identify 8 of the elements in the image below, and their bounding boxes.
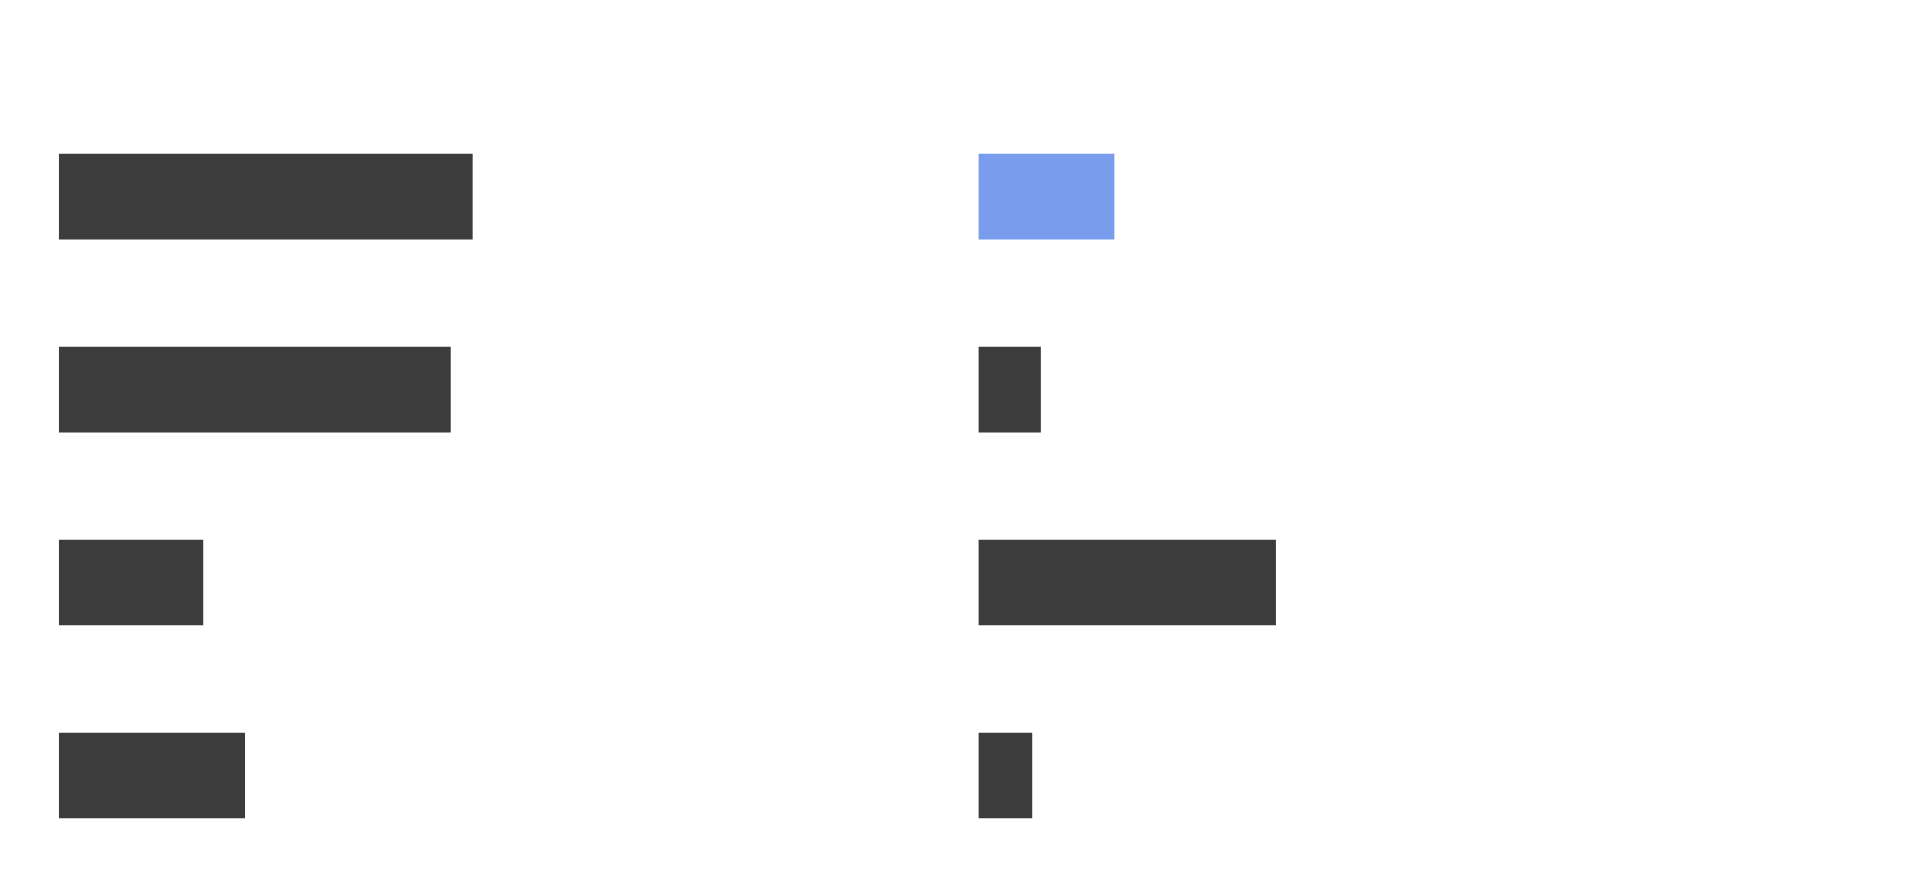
bar xyxy=(58,153,473,240)
bar xyxy=(58,539,204,626)
bar xyxy=(978,539,1276,626)
bar xyxy=(58,732,246,819)
bar xyxy=(978,732,1033,819)
bar xyxy=(978,153,1115,240)
bar xyxy=(978,346,1041,433)
bar xyxy=(58,346,451,433)
